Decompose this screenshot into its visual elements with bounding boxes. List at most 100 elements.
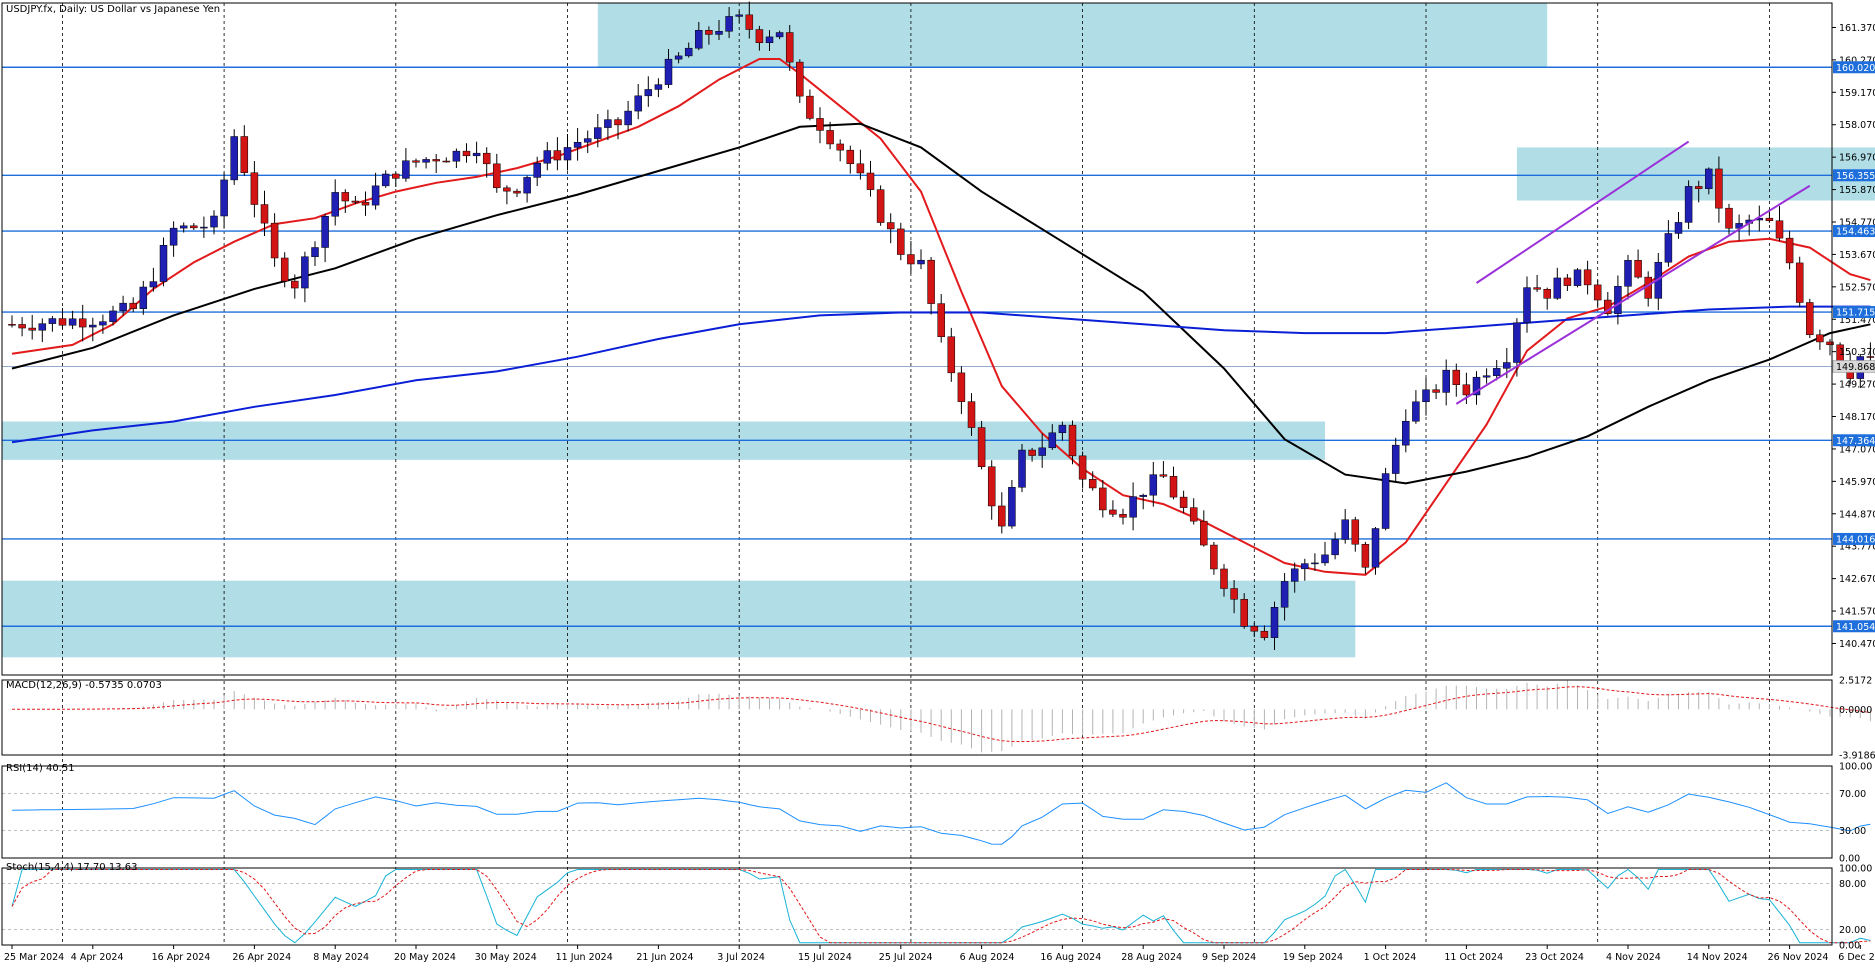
candle (523, 175, 531, 203)
candle (1149, 461, 1158, 507)
candle (159, 237, 168, 287)
candle (775, 30, 784, 40)
candle (614, 117, 622, 140)
candle (1482, 368, 1491, 384)
price-tick-label: 140.470 (1839, 639, 1875, 650)
candle (957, 366, 966, 415)
candle (493, 153, 501, 193)
candle (210, 210, 218, 235)
candle (1311, 553, 1319, 571)
price-tick-label: 142.670 (1839, 574, 1875, 585)
candle (907, 240, 915, 274)
candle (684, 42, 693, 58)
candle (190, 223, 198, 230)
date-tick-label: 26 Apr 2024 (232, 952, 291, 963)
stoch-tick-label: 0.00 (1839, 941, 1860, 952)
candle (1533, 274, 1541, 292)
candle (725, 7, 733, 39)
candle (311, 241, 319, 266)
candle (1361, 541, 1370, 575)
candle (806, 89, 814, 121)
candle (563, 133, 572, 171)
level-price-badge (1833, 532, 1875, 545)
supply-demand-zone-0 (597, 3, 1548, 68)
candle (1250, 622, 1259, 638)
pane-frame-1 (1, 679, 1833, 756)
candle (331, 179, 339, 226)
candle (1290, 562, 1299, 593)
candle (1058, 421, 1067, 441)
level-price-badge (1833, 61, 1875, 74)
candle (1048, 424, 1057, 450)
candle (604, 109, 612, 141)
candle (1321, 541, 1329, 566)
candle (1775, 206, 1784, 242)
candle (553, 137, 562, 171)
candle (1159, 461, 1168, 479)
candle (846, 145, 855, 174)
channel-line-0[interactable] (1455, 184, 1811, 405)
stoch-tick-label: 100.00 (1839, 864, 1872, 875)
candle (866, 160, 875, 197)
candle (1210, 541, 1218, 575)
stoch-d-line (11, 869, 1871, 944)
candle (1028, 447, 1036, 462)
date-tick-label: 15 Jul 2024 (798, 952, 852, 963)
candle (987, 460, 996, 520)
candle (937, 294, 945, 343)
candle (1240, 593, 1248, 629)
candle (1109, 500, 1117, 518)
candle (280, 252, 289, 288)
candle (452, 148, 461, 169)
candle (220, 172, 228, 229)
candle (573, 127, 582, 161)
candle (392, 172, 400, 187)
candle (381, 170, 390, 188)
date-tick-label: 25 Jul 2024 (879, 952, 933, 963)
candle (998, 492, 1006, 534)
macd-tick-label: -3.9186 (1839, 751, 1875, 762)
candle (240, 125, 249, 176)
price-tick-label: 141.570 (1839, 607, 1875, 618)
candle (1402, 409, 1410, 453)
candle (260, 190, 269, 237)
candle (361, 191, 370, 216)
candle (1684, 180, 1693, 230)
candle (1169, 466, 1178, 500)
candle (1220, 564, 1228, 597)
level-price-label: 154.463 (1836, 227, 1875, 238)
candle (1129, 482, 1137, 531)
candle (533, 156, 541, 187)
candle (1472, 371, 1481, 405)
price-tick-label: 152.570 (1839, 282, 1875, 293)
candle (876, 185, 885, 226)
channel-line-1[interactable] (1475, 140, 1690, 284)
level-price-label: 147.364 (1836, 436, 1875, 447)
candle (927, 256, 935, 315)
candle (1270, 601, 1279, 650)
pane-frame-0 (1, 2, 1833, 676)
date-tick-label: 3 Jul 2024 (717, 952, 765, 963)
candle (149, 267, 158, 292)
candle (1179, 490, 1188, 514)
date-tick-label: 21 Jun 2024 (636, 952, 693, 963)
level-price-badge (1833, 306, 1875, 319)
candle (1583, 260, 1592, 295)
price-tick-label: 147.070 (1839, 444, 1875, 455)
candle (654, 78, 663, 98)
candle (432, 154, 440, 173)
candle (1866, 342, 1875, 364)
macd-signal-line (12, 686, 1871, 743)
price-tick-label: 148.170 (1839, 412, 1875, 423)
candle (1088, 471, 1097, 491)
candle (1543, 287, 1551, 310)
candle (674, 52, 683, 64)
candle (1331, 532, 1339, 560)
price-tick-label: 156.970 (1839, 153, 1875, 164)
candle (856, 149, 865, 180)
candle (1462, 372, 1471, 405)
date-tick-label: 8 May 2024 (313, 952, 369, 963)
candle (513, 188, 521, 198)
candle (624, 100, 632, 132)
